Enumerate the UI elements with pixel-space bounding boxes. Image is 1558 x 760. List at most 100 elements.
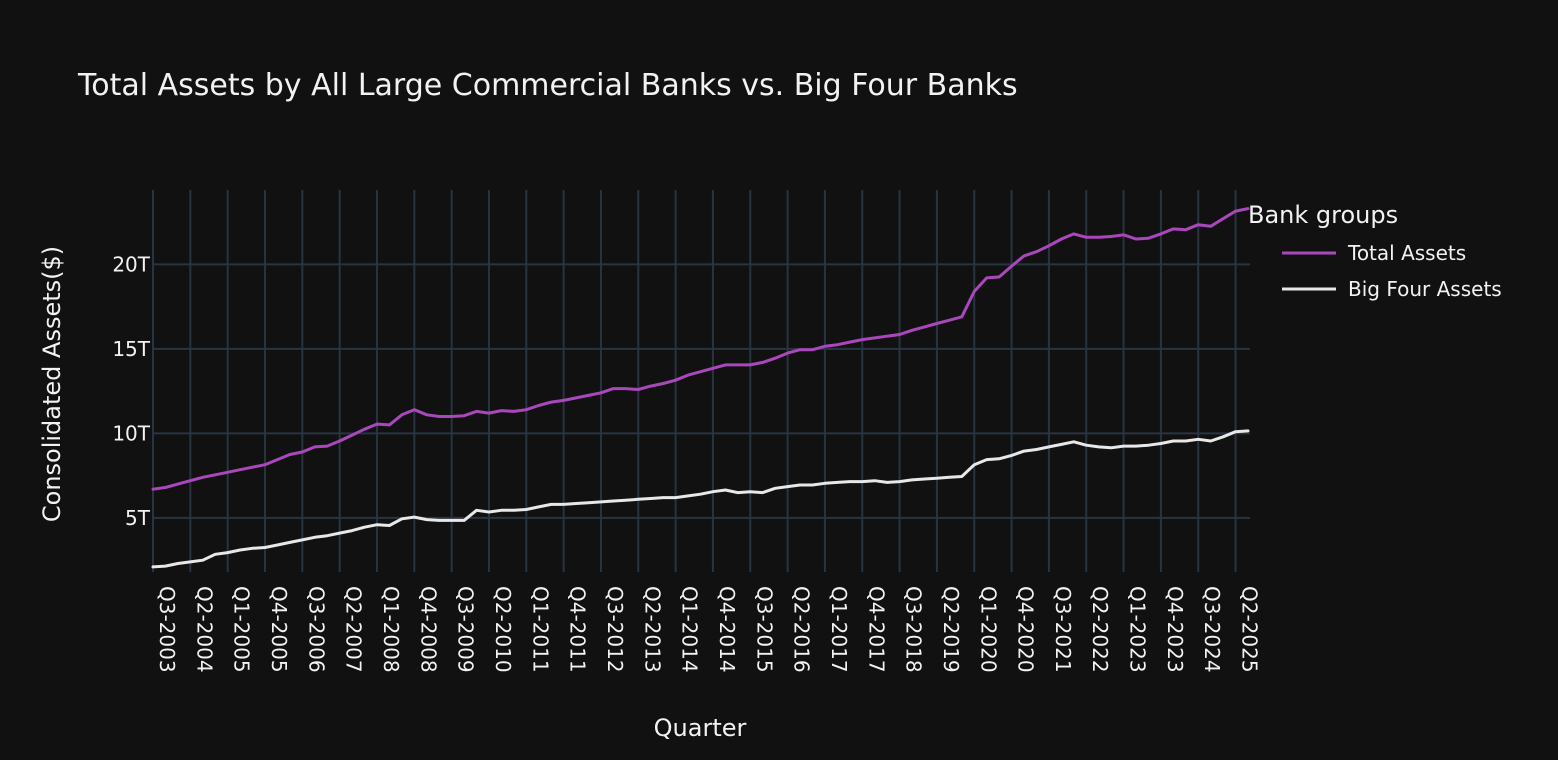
data-point	[1246, 207, 1250, 210]
data-point	[413, 515, 416, 519]
data-point	[1035, 448, 1038, 451]
data-point	[326, 444, 329, 448]
data-point	[475, 509, 478, 512]
x-tick-label: Q2-2007	[342, 586, 366, 673]
data-point	[724, 363, 727, 367]
x-tick-label: Q2-2004	[192, 586, 216, 673]
data-point	[699, 370, 702, 373]
data-point	[151, 565, 155, 569]
data-point	[550, 400, 553, 404]
data-point	[749, 363, 752, 367]
data-point	[612, 387, 615, 390]
legend-item[interactable]: Total Assets	[1282, 241, 1466, 265]
data-point	[226, 471, 229, 474]
data-point	[599, 391, 603, 394]
data-point	[487, 411, 491, 415]
data-point	[1122, 233, 1125, 236]
data-point	[786, 485, 789, 488]
data-point	[1022, 254, 1026, 258]
y-tick-label: 10T	[112, 421, 150, 445]
data-point	[1010, 264, 1013, 268]
data-point	[276, 543, 279, 547]
data-point	[848, 480, 851, 483]
data-point	[985, 276, 988, 280]
data-point	[500, 409, 503, 412]
data-point	[1109, 235, 1113, 238]
data-point	[674, 379, 677, 382]
data-point	[798, 348, 802, 351]
legend-item[interactable]: Big Four Assets	[1282, 277, 1502, 301]
data-point	[301, 450, 304, 454]
chart-title: Total Assets by All Large Commercial Ban…	[77, 68, 1018, 103]
data-point	[811, 348, 814, 351]
data-point	[1246, 429, 1250, 433]
data-point	[338, 439, 341, 443]
data-point	[1184, 439, 1188, 443]
data-point	[662, 496, 665, 499]
data-point	[251, 547, 254, 550]
x-tick-label: Q2-2025	[1238, 586, 1262, 673]
x-tick-label: Q4-2008	[416, 586, 440, 673]
data-point	[948, 319, 951, 322]
data-point	[1072, 232, 1076, 236]
data-point	[226, 551, 229, 554]
data-point	[637, 498, 640, 501]
data-point	[1085, 236, 1088, 239]
data-point	[1209, 225, 1212, 228]
data-point	[1159, 232, 1163, 236]
data-point	[413, 408, 416, 411]
data-point	[1197, 438, 1200, 441]
y-tick-label: 5T	[125, 506, 151, 530]
data-point	[736, 363, 739, 367]
data-point	[1147, 444, 1150, 447]
data-point	[450, 415, 453, 418]
data-point	[201, 476, 204, 479]
data-point	[774, 487, 777, 490]
data-point	[176, 562, 180, 565]
data-point	[164, 564, 167, 568]
data-point	[1122, 444, 1125, 448]
x-tick-label: Q4-2011	[566, 586, 590, 673]
data-point	[587, 501, 590, 504]
data-point	[462, 519, 466, 522]
data-point	[649, 384, 652, 388]
data-point	[363, 428, 366, 431]
data-point	[873, 479, 876, 482]
data-point	[537, 404, 540, 407]
data-point	[1159, 442, 1163, 445]
data-point	[599, 500, 603, 504]
data-point	[836, 481, 839, 484]
data-point	[525, 408, 528, 411]
data-point	[425, 518, 428, 521]
x-tick-label: Q3-2018	[902, 586, 926, 673]
x-axis-title: Quarter	[654, 714, 747, 742]
data-point	[1109, 446, 1113, 449]
data-point	[326, 534, 329, 537]
data-point	[151, 488, 155, 491]
legend-label: Big Four Assets	[1348, 277, 1502, 301]
data-point	[997, 275, 1001, 279]
data-point	[910, 478, 914, 482]
data-point	[786, 351, 789, 355]
data-point	[848, 340, 851, 344]
data-point	[948, 476, 951, 479]
x-tick-label: Q1-2014	[678, 586, 702, 673]
data-point	[1097, 445, 1100, 449]
data-point	[400, 517, 404, 520]
data-point	[1035, 250, 1038, 253]
data-point	[1085, 444, 1088, 447]
data-point	[388, 423, 391, 427]
data-point	[711, 367, 715, 370]
data-point	[276, 458, 279, 461]
data-point	[338, 531, 341, 535]
data-point	[1097, 236, 1100, 239]
data-point	[164, 486, 167, 489]
x-tick-label: Q1-2017	[827, 586, 851, 673]
data-point	[512, 410, 516, 413]
x-tick-labels: Q3-2003 Q2-2004 Q1-2005 Q4-2005 Q3-2006 Q2-20…	[155, 586, 1262, 673]
data-point	[400, 413, 404, 416]
data-point	[624, 499, 627, 502]
data-point	[973, 463, 976, 466]
data-point	[885, 481, 889, 484]
